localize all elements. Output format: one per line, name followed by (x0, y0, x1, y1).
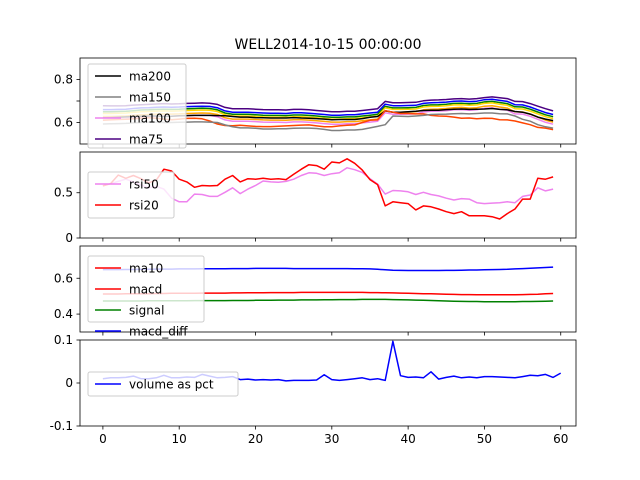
panels: 0.60.8 ma200ma150ma100ma7500.5rsi50rsi200… (50, 57, 577, 446)
x-tick-label: 60 (553, 432, 568, 446)
y-tick-label: 0.5 (54, 186, 73, 200)
panel-rsi: 0 0.5 rsi50 rsi20 (54, 151, 577, 245)
legend: volume as pct (87, 371, 239, 397)
y-tick-label: 0 (65, 231, 73, 245)
legend-box (87, 371, 239, 397)
x-tick-label: 0 (99, 432, 107, 446)
legend-label: ma100 (129, 112, 171, 126)
y-tick-label: 0 (65, 376, 73, 390)
legend-box (87, 255, 205, 323)
x-tick-label: 50 (477, 432, 492, 446)
y-tick-label: 0.1 (54, 333, 73, 347)
y-tick-label: 0.8 (54, 73, 73, 87)
legend-label: ma150 (129, 91, 171, 105)
legend-label: ma75 (129, 133, 163, 147)
y-tick-label: 0.4 (54, 307, 73, 321)
y-tick-label: 0.6 (54, 271, 73, 285)
panel-frame (79, 245, 577, 333)
legend: ma200 ma150 ma100 ma75 (87, 63, 187, 149)
x-tick-label: 10 (172, 432, 187, 446)
legend-label: signal (129, 304, 165, 318)
panel-volume: -0.1 0 0.1 0 10 20 30 40 50 60 volume as pct (50, 333, 577, 446)
legend-label: ma200 (129, 70, 171, 84)
series-line-rsi50 (102, 167, 554, 205)
legend-label: volume as pct (129, 378, 214, 392)
panel-moving-averages: 0.6 0.8 ma200 ma150 ma100 ma75 (54, 57, 577, 149)
legend-box (87, 63, 187, 149)
series-group (102, 158, 554, 220)
y-tick-label: -0.1 (50, 419, 73, 433)
series-line-rsi20 (102, 158, 554, 220)
x-tick-label: 30 (324, 432, 339, 446)
legend-label: rsi50 (129, 178, 159, 192)
legend-label: rsi20 (129, 199, 159, 213)
legend-label: macd_diff (129, 325, 188, 339)
legend: ma10 macd signal macd_diff (87, 255, 205, 339)
legend-label: macd (129, 283, 162, 297)
legend-label: ma10 (129, 262, 163, 276)
panel-macd: 0.4 0.6 ma10 macd signal macd_diff (54, 245, 577, 339)
x-tick-label: 40 (400, 432, 415, 446)
panel-frame (79, 151, 577, 239)
legend: rsi50 rsi20 (87, 171, 175, 219)
y-tick-label: 0.6 (54, 116, 73, 130)
x-tick-label: 20 (248, 432, 263, 446)
chart-title: WELL2014-10-15 00:00:00 (235, 37, 422, 53)
